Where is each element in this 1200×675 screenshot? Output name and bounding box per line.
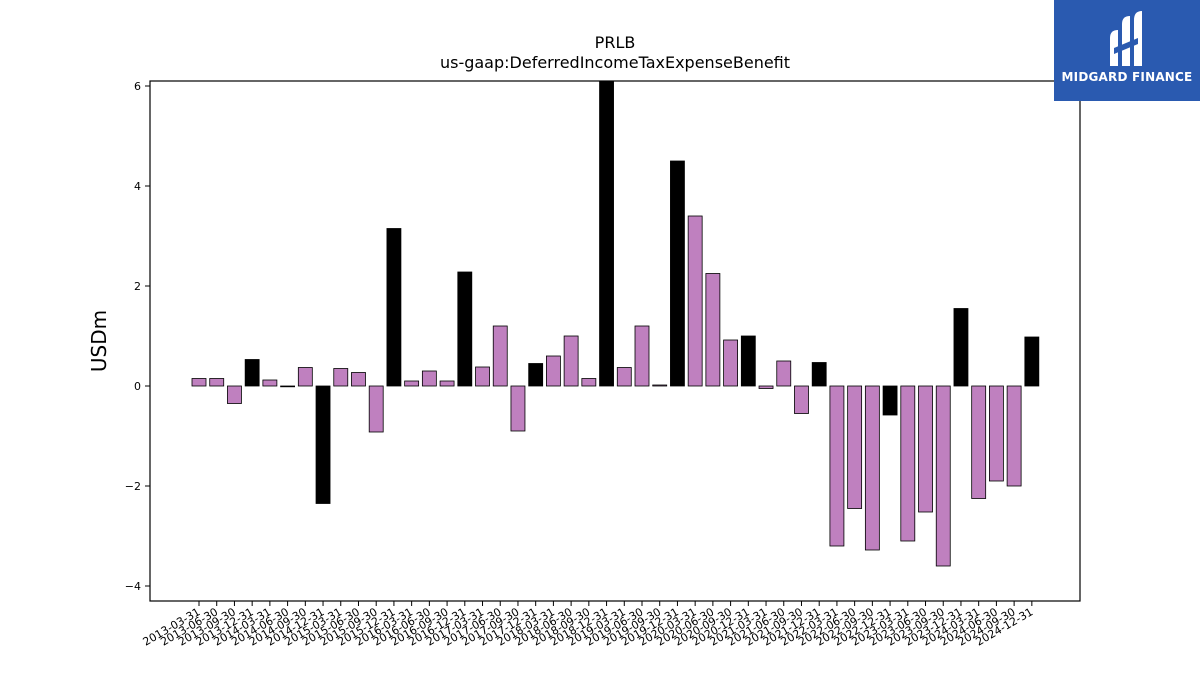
bar-2016-06-30 (421, 370, 437, 387)
bar-2017-09-30 (510, 385, 526, 432)
bar-2024-06-30 (989, 385, 1004, 482)
chart-subtitle: us-gaap:DeferredIncomeTaxExpenseBenefit (439, 53, 791, 72)
bar-2013-09-30 (227, 385, 242, 404)
bar-2017-06-30 (492, 325, 508, 387)
bar-2019-12-31 (670, 160, 685, 387)
bar-2018-03-31 (546, 355, 561, 387)
bar-2018-06-30 (563, 335, 579, 387)
plot-frame (149, 80, 1081, 602)
y-tick-label: 0 (134, 380, 141, 393)
midgard-finance-logo: MIDGARD FINANCE (1054, 0, 1200, 101)
bar-2018-12-31 (599, 80, 614, 387)
bar-2014-09-30 (297, 367, 313, 387)
bar-2022-12-31 (882, 385, 898, 416)
logo-brand-text: MIDGARD FINANCE (1061, 70, 1193, 84)
bar-2020-03-31 (687, 215, 703, 387)
bar-2020-12-31 (740, 335, 756, 387)
bar-2021-03-31 (758, 385, 774, 389)
bar-2022-03-31 (829, 385, 845, 547)
y-tick-label: 4 (134, 180, 141, 193)
bar-2017-12-31 (528, 363, 544, 387)
bar-2013-12-31 (244, 359, 260, 387)
bar-2014-03-31 (262, 379, 278, 387)
bar-2017-03-31 (475, 366, 490, 387)
bar-2013-03-31 (191, 378, 207, 387)
bar-2024-12-31 (1024, 336, 1040, 387)
bar-2015-09-30 (368, 385, 384, 433)
y-tick-label: 6 (134, 80, 141, 93)
bar-2020-06-30 (705, 273, 721, 387)
bar-2015-12-31 (386, 228, 402, 387)
bar-2019-09-30 (652, 384, 668, 387)
bar-2019-06-30 (634, 325, 650, 387)
bar-2021-06-30 (776, 360, 792, 387)
bar-2014-12-31 (315, 385, 331, 504)
bar-2024-09-30 (1006, 385, 1022, 487)
bar-2015-06-30 (351, 372, 366, 387)
bar-2022-09-30 (864, 385, 880, 551)
bar-2014-06-30 (280, 385, 296, 388)
bar-2020-09-30 (723, 339, 738, 387)
bar-2016-09-30 (439, 380, 455, 387)
bar-2016-12-31 (457, 271, 473, 387)
midgard-logo-icon (1110, 11, 1142, 66)
y-tick-label: −4 (125, 580, 141, 593)
chart-title: PRLB (594, 33, 636, 52)
y-tick-label: −2 (125, 480, 141, 493)
bar-2019-03-31 (616, 367, 632, 387)
bar-2022-06-30 (847, 385, 863, 509)
bar-2024-03-31 (971, 385, 987, 499)
bar-2015-03-31 (333, 368, 349, 387)
bar-2018-09-30 (581, 378, 597, 387)
bar-2021-09-30 (794, 385, 809, 414)
bar-2023-06-30 (918, 385, 933, 513)
y-axis-label: USDm (87, 310, 111, 372)
y-tick-label: 2 (134, 280, 141, 293)
bar-2016-03-31 (404, 380, 420, 387)
bar-2023-09-30 (935, 385, 951, 567)
bar-2013-06-30 (209, 378, 225, 387)
bar-2021-12-31 (811, 362, 827, 387)
bar-2023-03-31 (900, 385, 916, 542)
bar-2023-12-31 (953, 308, 969, 387)
